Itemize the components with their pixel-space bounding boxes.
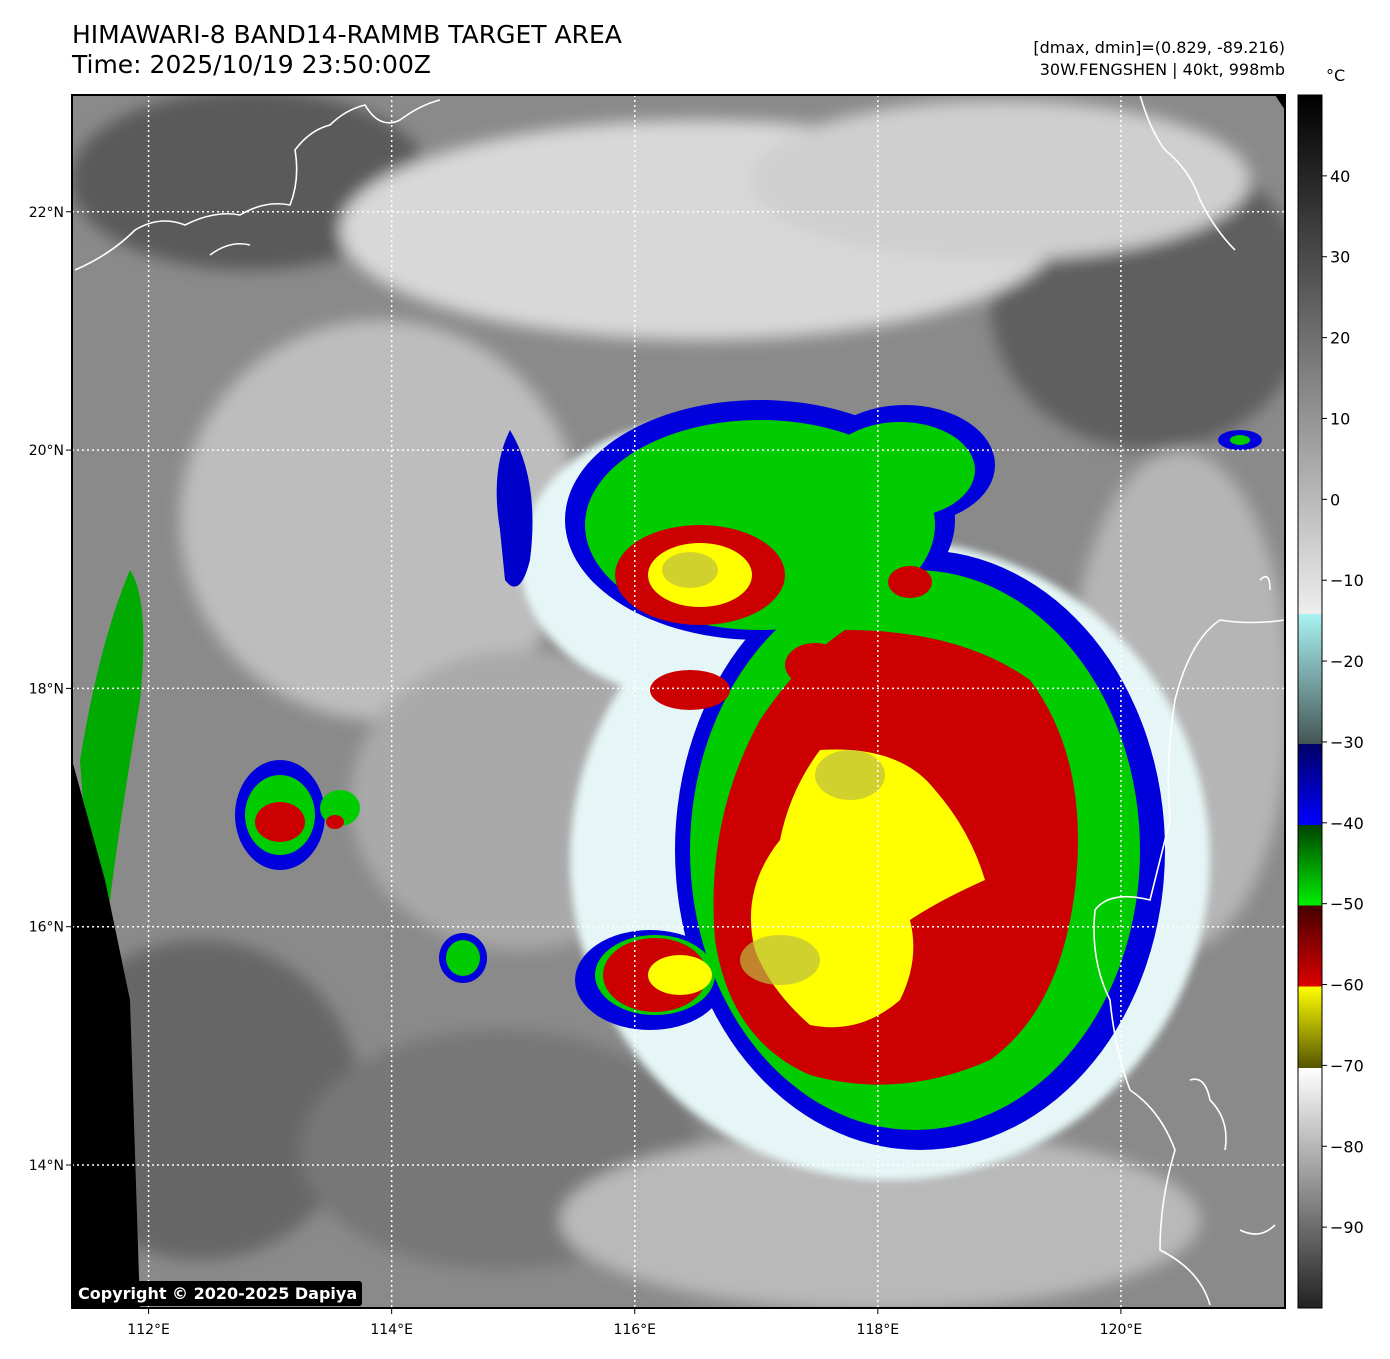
no-data-wedge <box>72 760 140 1308</box>
lon-tick-label: 116°E <box>613 1322 656 1338</box>
colorbar-tick-label: −70 <box>1330 1056 1364 1075</box>
colorbar <box>1297 94 1323 1309</box>
colorbar-tick-label: 10 <box>1330 409 1350 428</box>
coastlines <box>74 95 1285 1306</box>
colorbar-tick-label: −60 <box>1330 976 1364 995</box>
lat-tick-label: 14°N <box>29 1158 64 1174</box>
colorbar-tick-label: 20 <box>1330 329 1350 348</box>
title-line-1: HIMAWARI-8 BAND14-RAMMB TARGET AREA <box>72 20 622 49</box>
info-block: [dmax, dmin]=(0.829, -89.216) 30W.FENGSH… <box>1033 37 1285 81</box>
lat-tick-label: 16°N <box>29 920 64 936</box>
lat-tick-label: 22°N <box>29 205 64 221</box>
colorbar-tick-label: −20 <box>1330 652 1364 671</box>
colorbar-ticks: 40 30 20 10 0 −10 −20 −30 −40 −50 −60 −70 −80 −90 <box>1322 167 1364 1237</box>
copyright-label: Copyright © 2020-2025 Dapiya <box>73 1281 363 1306</box>
storm-cold-cloud-tops <box>565 400 1165 1150</box>
colorbar-tick-label: 40 <box>1330 167 1350 186</box>
lon-tick-label: 118°E <box>857 1322 900 1338</box>
lon-tick-label: 112°E <box>127 1322 170 1338</box>
dmax-dmin-text: [dmax, dmin]=(0.829, -89.216) <box>1033 38 1285 57</box>
colorbar-tick-label: 0 <box>1330 490 1340 509</box>
lat-tick-label: 18°N <box>29 681 64 697</box>
colorbar-tick-label: −40 <box>1330 814 1364 833</box>
colorbar-tick-label: −50 <box>1330 895 1364 914</box>
western-cloud-band <box>80 430 533 920</box>
lon-tick-label: 114°E <box>370 1322 413 1338</box>
colorbar-tick-label: 30 <box>1330 248 1350 267</box>
satellite-imagery <box>72 95 1285 1308</box>
small-convective-cells <box>235 430 1262 983</box>
colorbar-tick-label: −80 <box>1330 1137 1364 1156</box>
lat-lon-grid <box>72 95 1285 1308</box>
colorbar-tick-label: −10 <box>1330 571 1364 590</box>
storm-info-text: 30W.FENGSHEN | 40kt, 998mb <box>1039 60 1285 79</box>
lat-tick-label: 20°N <box>29 443 64 459</box>
colorbar-tick-label: −90 <box>1330 1218 1364 1237</box>
title-line-2: Time: 2025/10/19 23:50:00Z <box>72 50 431 79</box>
map-axes: 112°E 114°E 116°E 118°E 120°E 22°N 20°N 18°N 16°… <box>29 205 1143 1338</box>
map-frame <box>71 94 1286 1309</box>
colorbar-unit: °C <box>1326 66 1346 85</box>
figure-title: HIMAWARI-8 BAND14-RAMMB TARGET AREA Time… <box>72 20 622 80</box>
colorbar-tick-label: −30 <box>1330 733 1364 752</box>
lon-tick-label: 120°E <box>1100 1322 1143 1338</box>
